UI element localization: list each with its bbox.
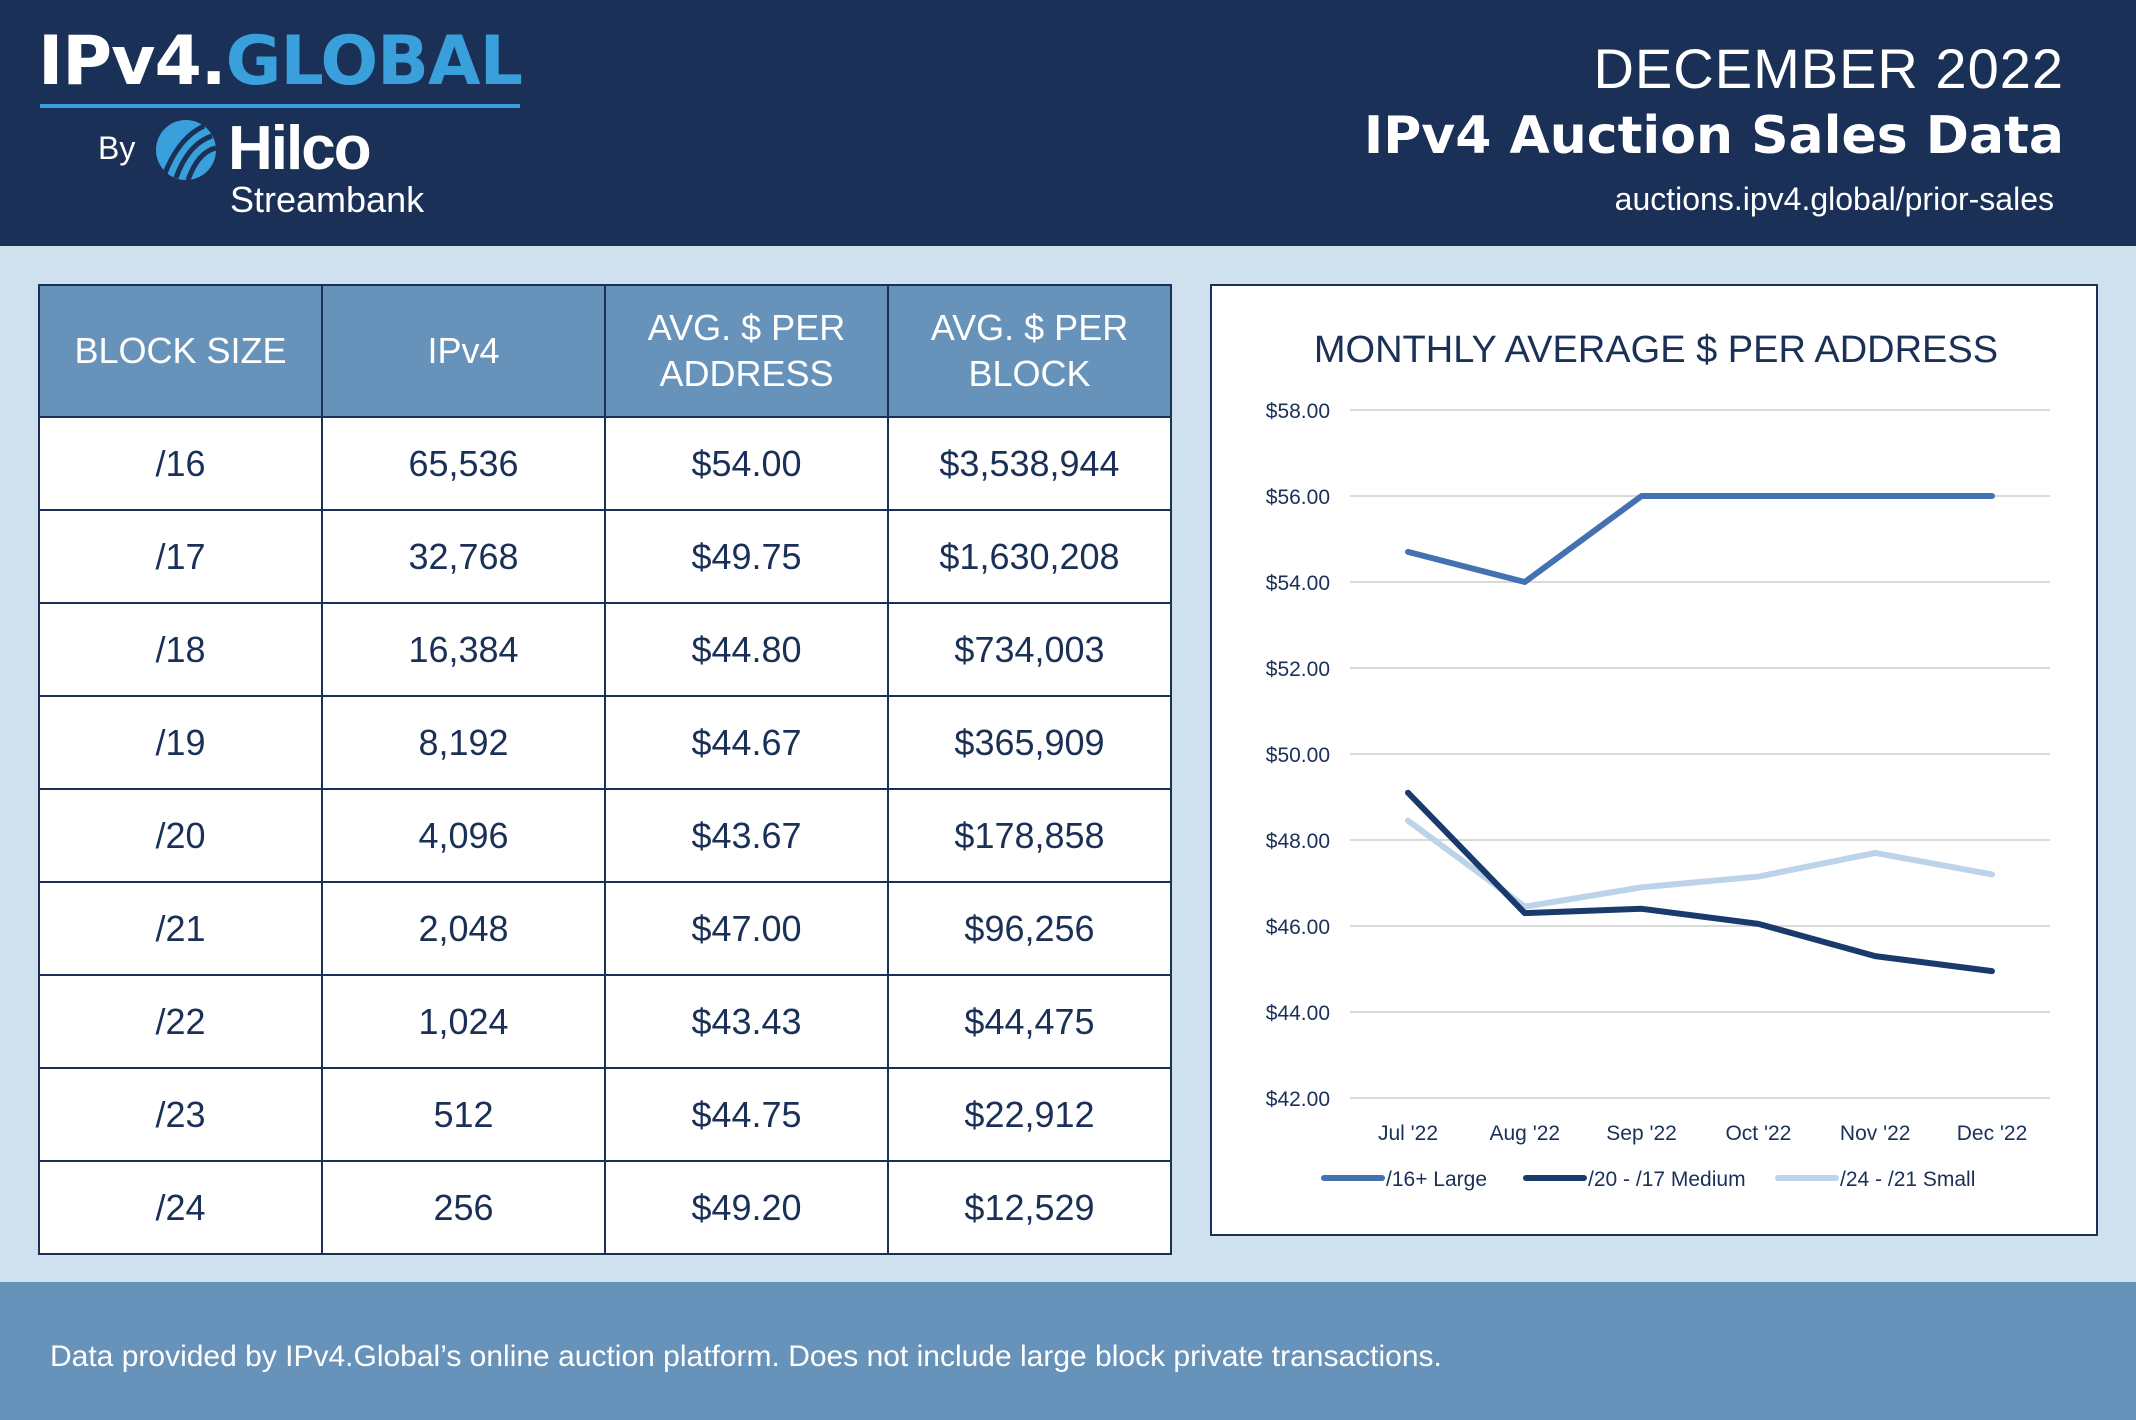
series-line-2 [1405, 817, 1995, 910]
cell-avg-per-address: $43.43 [604, 974, 889, 1069]
cell-ipv4: 65,536 [321, 416, 606, 511]
footer-banner: Data provided by IPv4.Global’s online au… [0, 1282, 2136, 1420]
table-row: /18 16,384 $44.80 $734,003 [38, 602, 1172, 697]
cell-avg-per-block: $22,912 [887, 1067, 1172, 1162]
x-tick-label: Dec '22 [1957, 1122, 2028, 1145]
cell-block-size: /19 [38, 695, 323, 790]
cell-avg-per-address: $44.67 [604, 695, 889, 790]
brand-wordmark-global: GLOBAL [225, 22, 523, 101]
y-tick-label: $54.00 [1266, 572, 1330, 595]
footer-note: Data provided by IPv4.Global’s online au… [50, 1340, 1442, 1373]
brand-logo: IPv4.GLOBAL By Hilco Streambank [38, 22, 523, 222]
cell-block-size: /20 [38, 788, 323, 883]
table-row: /23 512 $44.75 $22,912 [38, 1067, 1172, 1162]
chart-title: MONTHLY AVERAGE $ PER ADDRESS [1314, 329, 1998, 371]
cell-avg-per-block: $3,538,944 [887, 416, 1172, 511]
cell-avg-per-address: $49.20 [604, 1160, 889, 1255]
brand-streambank: Streambank [230, 179, 425, 220]
series-line-0 [1405, 493, 1995, 585]
x-tick-label: Jul '22 [1378, 1122, 1438, 1145]
header-avg-per-block: AVG. $ PER BLOCK [887, 284, 1172, 418]
y-tick-label: $48.00 [1266, 830, 1330, 853]
y-tick-label: $58.00 [1266, 400, 1330, 423]
legend-label: /16+ Large [1386, 1168, 1487, 1191]
cell-avg-per-block: $734,003 [887, 602, 1172, 697]
x-tick-label: Nov '22 [1840, 1122, 1911, 1145]
cell-ipv4: 4,096 [321, 788, 606, 883]
header-block-size: BLOCK SIZE [38, 284, 323, 418]
x-tick-label: Sep '22 [1606, 1122, 1677, 1145]
cell-avg-per-address: $44.75 [604, 1067, 889, 1162]
cell-avg-per-block: $44,475 [887, 974, 1172, 1069]
table-row: /22 1,024 $43.43 $44,475 [38, 974, 1172, 1069]
chart-card: MONTHLY AVERAGE $ PER ADDRESS $42.00 $44.… [1210, 284, 2098, 1236]
brand-underline [40, 104, 520, 108]
report-heading: DECEMBER 2022 IPv4 Auction Sales Data au… [1364, 36, 2064, 220]
table-row: /21 2,048 $47.00 $96,256 [38, 881, 1172, 976]
cell-block-size: /18 [38, 602, 323, 697]
y-tick-label: $44.00 [1266, 1002, 1330, 1025]
legend-label: /20 - /17 Medium [1588, 1168, 1746, 1191]
cell-block-size: /22 [38, 974, 323, 1069]
y-tick-label: $46.00 [1266, 916, 1330, 939]
x-tick-label: Aug '22 [1490, 1122, 1561, 1145]
header-ipv4: IPv4 [321, 284, 606, 418]
table-row: /19 8,192 $44.67 $365,909 [38, 695, 1172, 790]
hilco-icon [156, 120, 217, 181]
cell-avg-per-block: $96,256 [887, 881, 1172, 976]
line-chart: MONTHLY AVERAGE $ PER ADDRESS $42.00 $44.… [1266, 329, 2050, 1191]
cell-ipv4: 512 [321, 1067, 606, 1162]
cell-block-size: /21 [38, 881, 323, 976]
header-avg-per-address: AVG. $ PER ADDRESS [604, 284, 889, 418]
cell-avg-per-block: $365,909 [887, 695, 1172, 790]
cell-avg-per-block: $178,858 [887, 788, 1172, 883]
series-line-1 [1405, 789, 1995, 975]
y-tick-label: $52.00 [1266, 658, 1330, 681]
y-tick-label: $56.00 [1266, 486, 1330, 509]
cell-ipv4: 32,768 [321, 509, 606, 604]
cell-ipv4: 16,384 [321, 602, 606, 697]
brand-by: By [98, 130, 136, 166]
cell-avg-per-block: $1,630,208 [887, 509, 1172, 604]
header-banner: IPv4.GLOBAL By Hilco Streambank DECEMBER… [0, 0, 2136, 246]
table-header-row: BLOCK SIZE IPv4 AVG. $ PER ADDRESS AVG. … [38, 284, 1172, 418]
sales-table: BLOCK SIZE IPv4 AVG. $ PER ADDRESS AVG. … [38, 284, 1172, 1255]
cell-ipv4: 1,024 [321, 974, 606, 1069]
cell-avg-per-block: $12,529 [887, 1160, 1172, 1255]
sales-table-container: BLOCK SIZE IPv4 AVG. $ PER ADDRESS AVG. … [38, 284, 1172, 1255]
cell-ipv4: 256 [321, 1160, 606, 1255]
x-tick-label: Oct '22 [1725, 1122, 1791, 1145]
table-row: /16 65,536 $54.00 $3,538,944 [38, 416, 1172, 511]
brand-wordmark-ipv4: IPv4. [38, 22, 227, 101]
cell-block-size: /16 [38, 416, 323, 511]
report-title: IPv4 Auction Sales Data [1363, 106, 2064, 166]
cell-avg-per-address: $47.00 [604, 881, 889, 976]
cell-avg-per-address: $43.67 [604, 788, 889, 883]
y-tick-label: $42.00 [1266, 1088, 1330, 1111]
y-tick-label: $50.00 [1266, 744, 1330, 767]
legend-label: /24 - /21 Small [1840, 1168, 1975, 1191]
report-month: DECEMBER 2022 [1593, 37, 2064, 100]
cell-ipv4: 8,192 [321, 695, 606, 790]
cell-block-size: /24 [38, 1160, 323, 1255]
cell-avg-per-address: $49.75 [604, 509, 889, 604]
table-row: /24 256 $49.20 $12,529 [38, 1160, 1172, 1255]
cell-block-size: /17 [38, 509, 323, 604]
table-row: /17 32,768 $49.75 $1,630,208 [38, 509, 1172, 604]
cell-avg-per-address: $44.80 [604, 602, 889, 697]
cell-avg-per-address: $54.00 [604, 416, 889, 511]
brand-wordmark: IPv4.GLOBAL [38, 22, 523, 102]
report-url: auctions.ipv4.global/prior-sales [1614, 181, 2054, 217]
cell-ipv4: 2,048 [321, 881, 606, 976]
cell-block-size: /23 [38, 1067, 323, 1162]
table-row: /20 4,096 $43.67 $178,858 [38, 788, 1172, 883]
brand-hilco: Hilco [228, 114, 372, 183]
